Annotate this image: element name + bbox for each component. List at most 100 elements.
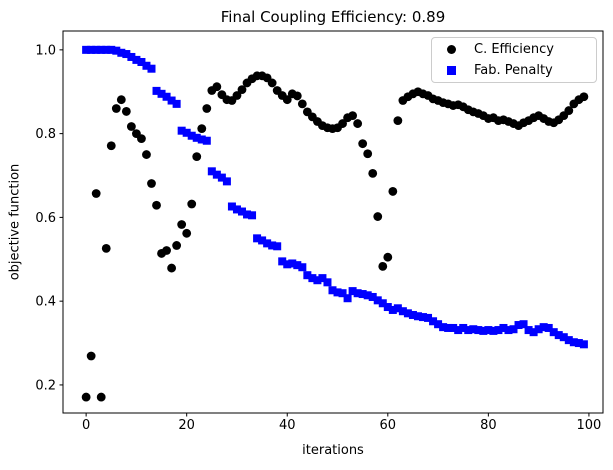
x-tick-label: 0 <box>82 418 90 433</box>
data-point-fab-penalty <box>87 45 96 54</box>
data-point-fab-penalty <box>509 325 518 334</box>
data-point-c-efficiency <box>126 122 136 131</box>
legend-item-fab-penalty: Fab. Penalty <box>432 61 596 81</box>
data-point-fab-penalty <box>353 289 362 298</box>
data-point-fab-penalty <box>182 128 191 137</box>
data-point-fab-penalty <box>192 133 201 142</box>
data-point-fab-penalty <box>308 274 317 283</box>
data-point-fab-penalty <box>278 257 287 266</box>
data-point-fab-penalty <box>554 331 563 340</box>
data-point-c-efficiency <box>383 252 393 262</box>
data-point-fab-penalty <box>499 323 508 332</box>
x-tick-label: 60 <box>380 418 397 433</box>
data-point-fab-penalty <box>419 313 427 322</box>
data-point-fab-penalty <box>408 310 417 319</box>
y-tick-label: 0.4 <box>35 295 56 310</box>
circle-marker-icon <box>447 44 456 54</box>
y-tick-label: 0.8 <box>35 127 56 142</box>
data-point-fab-penalty <box>484 326 493 335</box>
data-point-c-efficiency <box>116 95 126 105</box>
x-tick-label: 100 <box>577 418 602 433</box>
data-point-fab-penalty <box>393 304 402 313</box>
data-point-fab-penalty <box>549 328 558 337</box>
data-point-fab-penalty <box>122 50 131 59</box>
data-point-fab-penalty <box>207 167 216 176</box>
square-marker-icon <box>447 66 456 76</box>
data-point-c-efficiency <box>96 392 106 402</box>
data-point-fab-penalty <box>102 45 111 54</box>
data-point-fab-penalty <box>263 239 272 248</box>
data-point-c-efficiency <box>353 119 363 128</box>
data-point-fab-penalty <box>142 61 151 70</box>
data-point-fab-penalty <box>137 57 146 66</box>
data-point-c-efficiency <box>378 261 388 271</box>
data-point-fab-penalty <box>147 64 156 73</box>
data-point-c-efficiency <box>564 106 574 115</box>
x-tick-label: 20 <box>178 418 195 433</box>
data-point-c-efficiency <box>363 149 373 159</box>
data-point-fab-penalty <box>288 259 297 268</box>
data-point-fab-penalty <box>313 276 322 285</box>
data-point-fab-penalty <box>172 99 181 108</box>
data-point-fab-penalty <box>303 271 312 280</box>
data-point-c-efficiency <box>232 91 242 100</box>
data-point-fab-penalty <box>569 338 578 347</box>
data-point-fab-penalty <box>117 48 126 57</box>
data-point-fab-penalty <box>464 326 473 335</box>
data-point-fab-penalty <box>333 288 342 297</box>
data-point-fab-penalty <box>454 326 463 335</box>
data-point-fab-penalty <box>439 323 448 332</box>
data-point-fab-penalty <box>494 326 503 335</box>
data-point-fab-penalty <box>534 325 543 334</box>
data-point-fab-penalty <box>469 325 478 334</box>
data-point-fab-penalty <box>167 96 176 105</box>
data-point-fab-penalty <box>243 210 252 219</box>
data-point-fab-penalty <box>127 52 136 61</box>
data-point-c-efficiency <box>137 134 146 144</box>
data-point-fab-penalty <box>82 45 91 54</box>
data-point-fab-penalty <box>343 294 352 303</box>
data-point-fab-penalty <box>298 263 307 272</box>
data-point-fab-penalty <box>273 242 282 251</box>
x-tick-label: 40 <box>279 418 296 433</box>
data-point-fab-penalty <box>459 323 468 332</box>
data-point-fab-penalty <box>368 292 377 301</box>
data-point-c-efficiency <box>106 141 116 151</box>
data-point-c-efficiency <box>267 78 277 88</box>
data-point-fab-penalty <box>413 312 422 321</box>
data-point-fab-penalty <box>348 287 357 296</box>
chart-title: Final Coupling Efficiency: 0.89 <box>220 8 446 26</box>
data-point-fab-penalty <box>132 55 141 64</box>
x-axis-label: iterations <box>302 443 364 458</box>
data-point-c-efficiency <box>91 189 101 198</box>
data-point-fab-penalty <box>217 173 226 182</box>
data-point-c-efficiency <box>147 179 156 188</box>
data-point-c-efficiency <box>101 243 111 253</box>
data-point-c-efficiency <box>338 119 347 128</box>
data-point-fab-penalty <box>177 126 186 135</box>
data-point-fab-penalty <box>212 170 221 179</box>
data-point-fab-penalty <box>227 202 236 211</box>
data-point-c-efficiency <box>579 92 589 102</box>
data-point-c-efficiency <box>81 392 91 402</box>
data-point-fab-penalty <box>107 45 116 54</box>
data-point-fab-penalty <box>564 336 573 345</box>
data-point-fab-penalty <box>232 205 241 214</box>
data-point-c-efficiency <box>282 95 292 105</box>
data-point-fab-penalty <box>539 323 548 332</box>
data-point-fab-penalty <box>157 89 166 98</box>
data-point-fab-penalty <box>403 309 412 318</box>
legend-label: Fab. Penalty <box>474 63 553 79</box>
data-point-fab-penalty <box>202 136 211 145</box>
data-point-fab-penalty <box>529 328 538 337</box>
data-point-fab-penalty <box>112 46 121 55</box>
data-point-c-efficiency <box>152 200 161 210</box>
data-point-c-efficiency <box>212 82 222 92</box>
data-point-fab-penalty <box>253 234 262 243</box>
axes-frame <box>62 30 604 414</box>
data-point-fab-penalty <box>504 326 513 335</box>
y-axis-label: objective function <box>7 163 23 281</box>
data-point-fab-penalty <box>444 323 453 332</box>
data-point-fab-penalty <box>363 291 372 300</box>
